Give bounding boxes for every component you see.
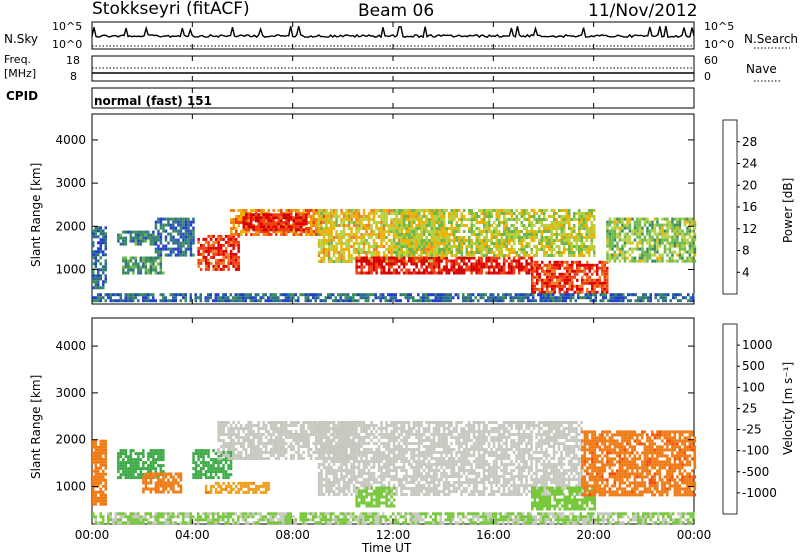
colorbar-tick-label: 8: [742, 244, 750, 258]
power-region-3: [154, 217, 195, 257]
colorbar-tick-label: 20: [742, 178, 757, 192]
colorbar-tick-label: 1000: [742, 338, 773, 352]
colorbar-tick-label: 25: [742, 401, 757, 415]
nsearch-bottom-tick: 10^0: [704, 38, 734, 51]
power-panel: 1000 2000 3000 4000 Slant Range [km]: [29, 113, 697, 305]
nsearch-label: N.Search: [744, 32, 798, 46]
freq-label-2: [MHz]: [4, 67, 36, 80]
y-tick-label: 4000: [55, 133, 86, 147]
station-title: Stokkseyri (fitACF): [92, 0, 250, 19]
power-region-0: [92, 226, 107, 290]
cpid-label: CPID: [6, 89, 38, 103]
nsky-bottom-tick: 10^0: [52, 38, 82, 51]
time-axis: 00:00 04:00 08:00 12:00 16:00 20:00 00:00: [75, 22, 712, 542]
y-tick-label: 2000: [55, 433, 86, 447]
beam-title: Beam 06: [358, 1, 434, 21]
y-tick-label: 1000: [55, 262, 86, 276]
y-tick-label: 4000: [55, 339, 86, 353]
power-colorbar-label: Power [dB]: [781, 178, 795, 243]
velocity-region-7: [355, 486, 396, 508]
colorbar-tick-label: -100: [742, 444, 769, 458]
velocity-region-1: [117, 449, 165, 480]
nsearch-top-tick: 10^5: [704, 20, 734, 33]
power-region-6: [242, 213, 308, 232]
nsky-label: N.Sky: [4, 32, 38, 46]
freq-top-tick: 18: [66, 54, 80, 67]
freq-bottom-tick: 8: [70, 70, 77, 83]
freq-label-1: Freq.: [4, 53, 31, 66]
x-tick-label: 00:00: [677, 528, 712, 542]
power-region-12: [92, 293, 695, 303]
power-ylabel: Slant Range [km]: [29, 163, 43, 267]
velocity-region-0: [92, 439, 107, 506]
y-tick-label: 1000: [55, 480, 86, 494]
velocity-colorbar: 1000 500 100 25 -25 -100 -500 -1000 Velocity [m …: [722, 323, 795, 515]
colorbar-tick-label: 24: [742, 157, 757, 171]
velocity-region-5: [217, 421, 358, 460]
colorbar-tick-label: 16: [742, 200, 757, 214]
colorbar-tick-label: 100: [742, 380, 765, 394]
y-tick-label: 3000: [55, 176, 86, 190]
power-region-10: [531, 260, 609, 294]
colorbar-tick-label: 500: [742, 359, 765, 373]
nsky-top-tick: 10^5: [52, 20, 82, 33]
velocity-panel: 1000 2000 3000 4000 Slant Range [km]: [29, 317, 697, 525]
date-title: 11/Nov/2012: [588, 1, 698, 21]
velocity-region-10: [92, 512, 695, 525]
velocity-region-4: [204, 481, 270, 494]
power-colorbar: 4 8 12 16 20 24 28 Power [dB]: [722, 119, 795, 295]
x-tick-label: 20:00: [576, 528, 611, 542]
x-tick-label: 16:00: [476, 528, 511, 542]
power-data-regions: [92, 209, 697, 303]
velocity-data-regions: [92, 421, 697, 525]
velocity-region-2: [142, 472, 183, 494]
velocity-ylabel: Slant Range [km]: [29, 375, 43, 479]
power-region-8: [355, 256, 533, 275]
colorbar-tick-label: -1000: [742, 486, 777, 500]
y-tick-label: 3000: [55, 386, 86, 400]
colorbar-tick-label: 4: [742, 265, 750, 279]
x-tick-label: 00:00: [75, 528, 110, 542]
colorbar-tick-label: 12: [742, 222, 757, 236]
time-axis-title: Time UT: [361, 541, 412, 554]
power-region-9: [393, 209, 596, 257]
x-tick-label: 08:00: [275, 528, 310, 542]
velocity-region-6: [317, 421, 583, 496]
power-region-4: [197, 234, 240, 271]
x-tick-label: 12:00: [376, 528, 411, 542]
nsky-trace: [91, 25, 695, 39]
colorbar-frame: [722, 323, 738, 515]
nave-bottom-tick: 0: [704, 70, 711, 83]
cpid-text: normal (fast) 151: [94, 94, 212, 108]
velocity-region-9: [581, 430, 697, 497]
colorbar-frame: [722, 119, 738, 295]
colorbar-tick-label: -25: [742, 423, 762, 437]
colorbar-tick-label: -500: [742, 465, 769, 479]
colorbar-tick-label: 28: [742, 135, 757, 149]
y-tick-label: 2000: [55, 219, 86, 233]
nave-label: Nave: [746, 62, 777, 76]
power-region-2: [122, 256, 165, 275]
x-tick-label: 04:00: [175, 528, 210, 542]
velocity-colorbar-label: Velocity [m s⁻¹]: [781, 362, 795, 455]
nave-top-tick: 60: [704, 54, 718, 67]
power-region-11: [606, 217, 697, 263]
